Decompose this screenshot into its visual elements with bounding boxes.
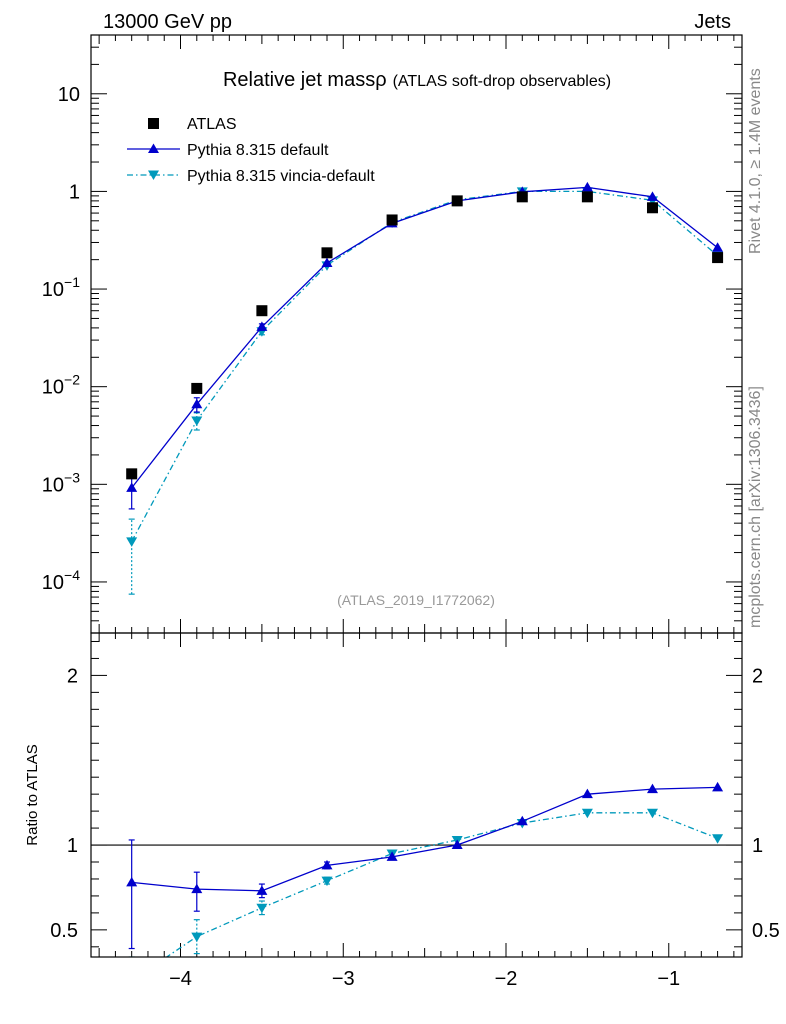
ratio-vincia-marker <box>712 834 724 844</box>
ratio-default-marker <box>256 885 268 895</box>
ratio-vincia-marker <box>321 876 333 887</box>
y-tick-label: 10−4 <box>42 567 80 594</box>
rivet-label: Rivet 4.1.0, ≥ 1.4M events <box>747 68 764 254</box>
main-default-marker <box>126 482 138 492</box>
main-default-marker <box>712 242 724 252</box>
ratio-default-marker <box>646 783 658 794</box>
main-atlas-point <box>191 382 203 394</box>
ratio-default-line <box>131 786 718 892</box>
jets-label: Jets <box>694 11 731 33</box>
main-default-marker <box>646 191 658 201</box>
y-tick-label: 1 <box>67 835 78 857</box>
main-atlas-point <box>581 191 593 203</box>
y-tick-label-right: 2 <box>752 665 763 687</box>
main-default-marker <box>256 321 268 331</box>
ratio-vincia-line <box>165 812 718 957</box>
ratio-vincia-marker <box>646 808 658 819</box>
ratio-vincia-marker <box>256 903 268 914</box>
main-default-line <box>131 186 719 489</box>
ratio-default-marker <box>581 788 593 799</box>
plot-title-sub: (ATLAS soft-drop observables) <box>393 73 611 90</box>
y-tick-label: 10−2 <box>42 372 80 399</box>
plot-title: Relative jet massρ (ATLAS soft-drop obser… <box>223 69 611 91</box>
legend-default-marker <box>148 143 159 153</box>
main-atlas-point <box>386 214 398 226</box>
ratio-default-marker <box>712 781 724 792</box>
plot-title-main: Relative jet massρ <box>223 69 387 91</box>
y-tick-label-right: 0.5 <box>752 920 780 942</box>
ratio-default-marker <box>516 815 528 826</box>
main-vincia-marker <box>126 537 138 547</box>
y-tick-label: 0.5 <box>50 920 78 942</box>
main-axes: 10−4 10−3 10−2 10−1 1 10 <box>42 34 742 634</box>
ratio-default-marker <box>126 876 138 887</box>
ratio-plot-area <box>91 781 742 987</box>
y-tick-label-right: 1 <box>752 835 763 857</box>
main-atlas-point <box>321 247 333 259</box>
main-atlas-point <box>451 195 463 207</box>
legend-vincia-label: Pythia 8.315 vincia-default <box>187 168 375 185</box>
main-atlas-point <box>516 191 528 203</box>
ratio-vincia-marker <box>126 977 137 987</box>
legend: ATLAS Pythia 8.315 default Pythia 8.315 … <box>127 116 375 185</box>
y-tick-label: 10−1 <box>42 274 80 301</box>
main-atlas-point <box>256 305 268 317</box>
y-tick-label: 10 <box>58 84 80 106</box>
y-tick-label: 2 <box>67 665 78 687</box>
main-default-marker <box>581 181 593 192</box>
ratio-default-marker <box>191 883 203 894</box>
x-tick-label: −4 <box>169 968 192 990</box>
main-atlas-point <box>126 468 138 480</box>
main-default-marker <box>321 257 333 267</box>
main-atlas-point <box>712 252 724 264</box>
ratio-frame <box>90 632 743 958</box>
main-default-marker <box>191 398 203 409</box>
ratio-vincia-marker <box>191 932 203 943</box>
ratio-axes: −4 −3 −2 −1 0.5 0.5 1 1 2 2 <box>50 633 780 990</box>
main-plot-area <box>126 181 724 595</box>
analysis-reference: (ATLAS_2019_I1772062) <box>337 592 495 608</box>
ratio-default-marker <box>451 839 463 850</box>
ratio-vincia-marker <box>581 808 593 819</box>
x-tick-label: −2 <box>495 968 518 990</box>
main-atlas-point <box>646 202 658 214</box>
ratio-default-marker <box>386 851 398 861</box>
main-vincia-marker <box>191 416 203 427</box>
y-tick-label: 10−3 <box>42 469 80 496</box>
legend-default-label: Pythia 8.315 default <box>187 142 329 159</box>
x-tick-label: −1 <box>657 968 680 990</box>
legend-atlas-label: ATLAS <box>187 116 237 133</box>
mcplots-label: mcplots.cern.ch [arXiv:1306.3436] <box>747 386 764 628</box>
legend-vincia-marker <box>148 170 159 180</box>
main-vincia-line <box>131 190 719 542</box>
x-tick-label: −3 <box>332 968 355 990</box>
y-tick-label: 1 <box>69 181 80 203</box>
ratio-default-marker <box>321 859 333 870</box>
ratio-ylabel: Ratio to ATLAS <box>24 744 41 845</box>
energy-label: 13000 GeV pp <box>103 11 232 33</box>
legend-atlas-marker <box>148 118 159 129</box>
